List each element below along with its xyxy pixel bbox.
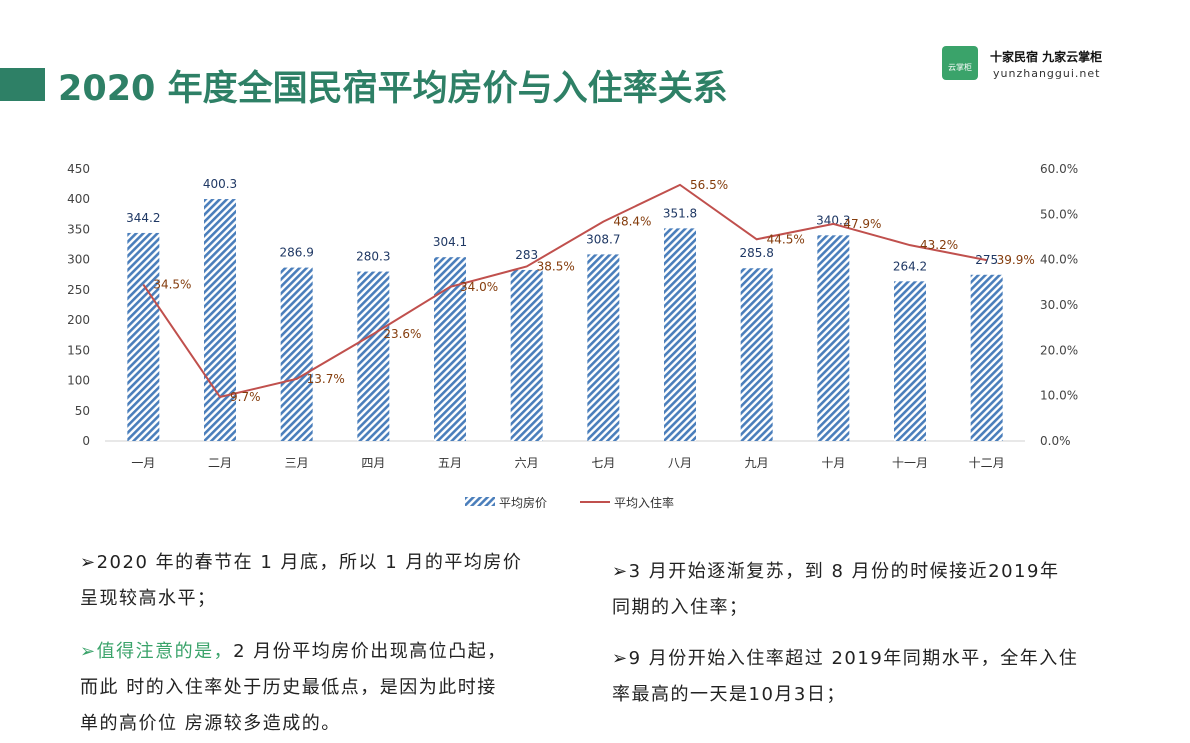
x-tick-label: 十月 (821, 456, 845, 470)
bar (127, 232, 160, 441)
note-line: 2 月份平均房价出现高位凸起， (233, 641, 507, 662)
y-tick-label: 0 (82, 434, 90, 448)
note-highlight: ➢值得注意的是， (80, 641, 234, 662)
bar (204, 199, 236, 441)
y-tick-label: 300 (67, 253, 90, 267)
y-tick-label: 350 (67, 222, 90, 236)
y-tick-label: 450 (67, 162, 90, 176)
y2-tick-label: 10.0% (1040, 389, 1078, 403)
x-tick-label: 四月 (361, 456, 385, 470)
note-line: 单的高价位 房源较多造成的。 (80, 713, 341, 734)
line-value-label: 9.7% (230, 390, 261, 404)
legend-swatch (465, 497, 495, 506)
y-tick-label: 200 (67, 313, 90, 327)
bar (280, 267, 313, 441)
bar-value-label: 400.3 (203, 177, 237, 191)
x-tick-label: 十二月 (969, 456, 1005, 470)
note-line: ➢2020 年的春节在 1 月底，所以 1 月的平均房价 (80, 552, 523, 573)
y-tick-label: 250 (67, 283, 90, 297)
logo-url: yunzhanggui.net (993, 67, 1101, 80)
x-tick-label: 一月 (131, 456, 155, 470)
line-value-label: 47.9% (843, 217, 881, 231)
y2-tick-label: 40.0% (1040, 253, 1078, 267)
title-bar (0, 68, 45, 101)
chart: 0 50 100 150 200 250 300 350 400 450 0.0% 10.0% 20.0… (67, 162, 1078, 510)
line-value-label: 44.5% (767, 232, 805, 246)
logo-slogan: 十家民宿 九家云掌柜 (990, 50, 1103, 64)
line-value-label: 43.2% (920, 238, 958, 252)
x-tick-label: 九月 (745, 456, 769, 470)
note-line: 同期的入住率； (612, 597, 749, 618)
legend-label: 平均入住率 (614, 495, 674, 510)
line-value-label: 56.5% (690, 178, 728, 192)
x-tick-label: 六月 (515, 456, 539, 470)
bar (817, 235, 850, 441)
bar (664, 228, 696, 441)
x-tick-label: 二月 (208, 456, 232, 470)
note-line: ➢9 月份开始入住率超过 2019年同期水平，全年入住 (612, 648, 1079, 669)
bar (894, 281, 926, 441)
title: 2020 年度全国民宿平均房价与入住率关系 (58, 69, 728, 109)
line-value-label: 34.5% (153, 278, 191, 292)
legend-label: 平均房价 (499, 495, 547, 510)
note: ➢值得注意的是，2 月份平均房价出现高位凸起， 而此 时的入住率处于历史最低点，是… (80, 634, 507, 742)
y2-tick-label: 60.0% (1040, 162, 1078, 176)
y-tick-label: 150 (67, 343, 90, 357)
bar-value-label: 304.1 (433, 235, 467, 249)
bar-value-label: 264.2 (893, 259, 927, 273)
y2-tick-label: 30.0% (1040, 298, 1078, 312)
y-tick-label: 400 (67, 192, 90, 206)
bar-value-label: 340.3 (816, 213, 850, 227)
bar-value-label: 283 (515, 248, 538, 262)
note: ➢2020 年的春节在 1 月底，所以 1 月的平均房价 呈现较高水平； (80, 545, 522, 617)
bar (970, 274, 1003, 441)
line-value-label: 39.9% (997, 253, 1035, 267)
line-value-label: 23.6% (383, 327, 421, 341)
x-tick-label: 十一月 (892, 456, 928, 470)
x-tick-label: 五月 (438, 456, 462, 470)
y2-tick-label: 20.0% (1040, 343, 1078, 357)
note-line: 率最高的一天是10月3日； (612, 684, 846, 705)
bar-value-label: 285.8 (739, 246, 773, 260)
bar-value-label: 308.7 (586, 232, 620, 246)
note: ➢3 月开始逐渐复苏，到 8 月份的时候接近2019年 同期的入住率； (612, 554, 1059, 626)
note: ➢9 月份开始入住率超过 2019年同期水平，全年入住 率最高的一天是10月3日； (612, 641, 1078, 713)
x-tick-label: 三月 (285, 456, 309, 470)
y-tick-label: 50 (75, 404, 90, 418)
bar (510, 269, 543, 441)
bar (740, 268, 773, 441)
y2-tick-label: 50.0% (1040, 207, 1078, 221)
line-value-label: 48.4% (613, 215, 651, 229)
line-value-label: 34.0% (460, 280, 498, 294)
y-tick-label: 100 (67, 374, 90, 388)
note-line: 而此 时的入住率处于历史最低点，是因为此时接 (80, 677, 497, 698)
bar-value-label: 286.9 (279, 246, 313, 260)
x-tick-label: 七月 (591, 456, 615, 470)
bar-value-label: 280.3 (356, 250, 390, 264)
logo-icon: 云掌柜 (942, 46, 978, 80)
y2-tick-label: 0.0% (1040, 434, 1071, 448)
bar-value-label: 351.8 (663, 206, 697, 220)
line (142, 183, 987, 399)
bar-value-label: 344.2 (126, 211, 160, 225)
note-line: ➢3 月开始逐渐复苏，到 8 月份的时候接近2019年 (612, 561, 1060, 582)
x-tick-label: 八月 (668, 456, 692, 470)
line-value-label: 38.5% (537, 259, 575, 273)
note-line: 呈现较高水平； (80, 588, 217, 609)
bar (587, 254, 620, 441)
line-value-label: 13.7% (307, 372, 345, 386)
bar (357, 271, 390, 441)
